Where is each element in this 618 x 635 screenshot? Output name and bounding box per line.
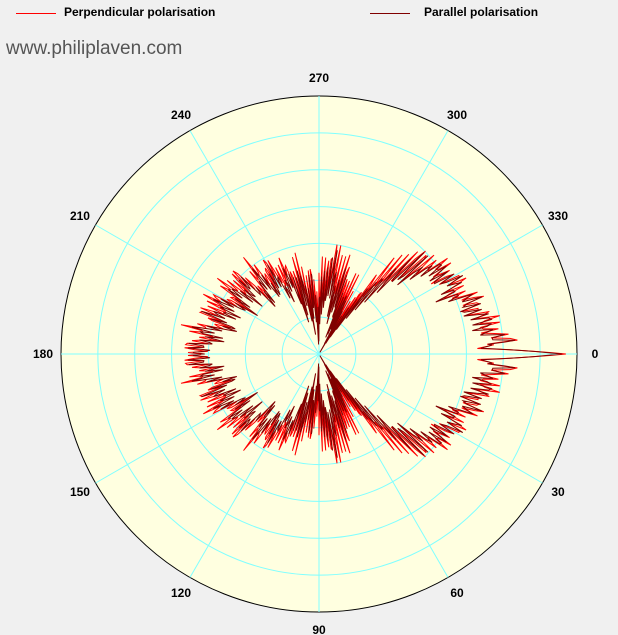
grid-spoke bbox=[95, 353, 320, 484]
angle-tick-label: 0 bbox=[592, 347, 599, 361]
angle-tick-label: 330 bbox=[548, 209, 568, 223]
legend-label-parallel: Parallel polarisation bbox=[424, 5, 539, 19]
series-line-parallel bbox=[187, 250, 563, 458]
legend-swatch-perpendicular bbox=[16, 13, 56, 14]
grid-spoke bbox=[318, 224, 543, 355]
grid-spoke bbox=[189, 130, 320, 355]
grid-spoke bbox=[318, 353, 543, 484]
watermark: www.philiplaven.com bbox=[6, 38, 183, 59]
angle-tick-label: 150 bbox=[70, 485, 90, 499]
angle-tick-label: 90 bbox=[312, 623, 326, 635]
angle-tick-label: 60 bbox=[450, 586, 464, 600]
legend-swatch-parallel bbox=[370, 13, 410, 14]
grid-spoke bbox=[95, 224, 320, 355]
angle-tick-label: 270 bbox=[309, 71, 329, 85]
legend-label-perpendicular: Perpendicular polarisation bbox=[64, 5, 216, 19]
angle-tick-label: 30 bbox=[551, 485, 565, 499]
legend: Perpendicular polarisation Parallel pola… bbox=[0, 0, 618, 26]
angle-tick-label: 300 bbox=[447, 108, 467, 122]
angle-tick-label: 120 bbox=[171, 586, 191, 600]
grid-spoke bbox=[189, 353, 320, 578]
angle-tick-label: 210 bbox=[70, 209, 90, 223]
angle-tick-label: 240 bbox=[171, 108, 191, 122]
angle-tick-label: 180 bbox=[33, 347, 53, 361]
